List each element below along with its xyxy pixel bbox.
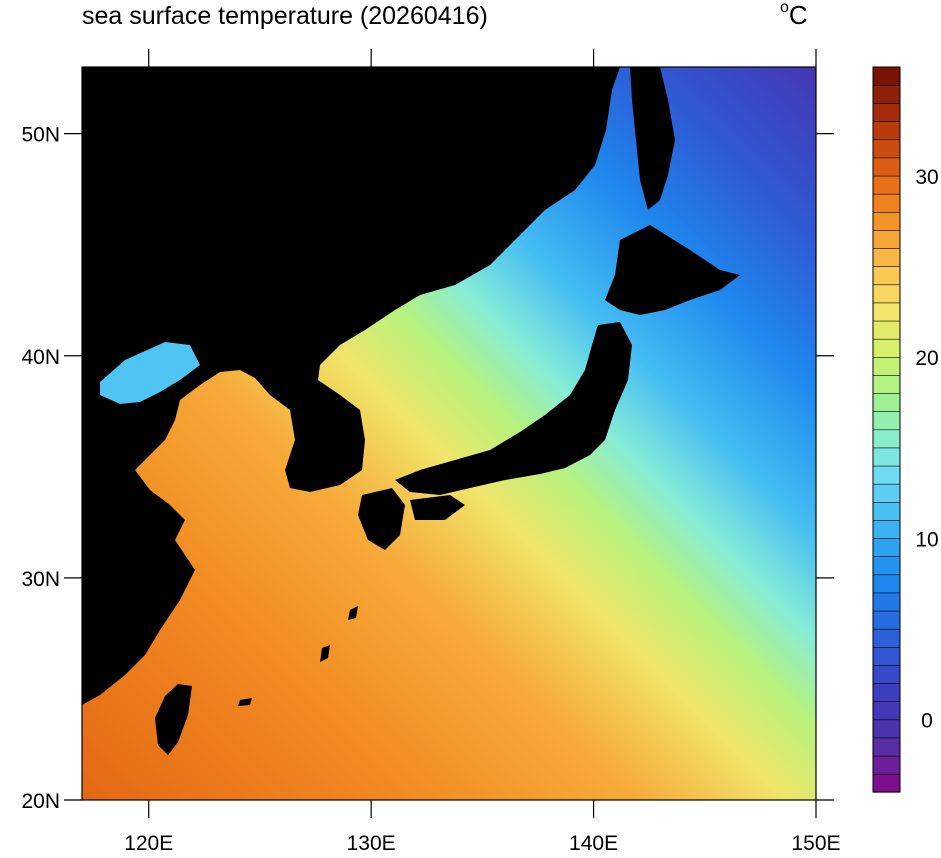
units-text: C <box>788 0 808 30</box>
colorbar-box <box>872 320 901 340</box>
colorbar: 0 10 20 30 <box>872 66 939 793</box>
lon-tick-label: 130E <box>347 832 396 855</box>
colorbar-box <box>872 628 901 648</box>
colorbar-box <box>872 574 901 594</box>
lon-tick-label: 150E <box>791 832 840 855</box>
colorbar-box <box>872 121 901 141</box>
colorbar-box <box>872 356 901 376</box>
longitude-axis: 120E 130E 140E 150E <box>124 49 841 855</box>
colorbar-box <box>872 701 901 721</box>
colorbar-box <box>872 247 901 267</box>
colorbar-box <box>872 501 901 521</box>
colorbar-box <box>872 610 901 630</box>
colorbar-box <box>872 102 901 122</box>
lon-tick-label: 120E <box>124 832 173 855</box>
colorbar-box <box>872 682 901 702</box>
colorbar-box <box>872 66 901 86</box>
land-sakhalin <box>630 67 675 210</box>
colorbar-label: 10 <box>915 528 938 551</box>
colorbar-box <box>872 302 901 322</box>
colorbar-box <box>872 755 901 775</box>
colorbar-box <box>872 284 901 304</box>
lat-tick-label: 20N <box>21 790 60 813</box>
colorbar-box <box>872 157 901 177</box>
land-kyushu <box>358 488 405 550</box>
colorbar-box <box>872 519 901 539</box>
colorbar-box <box>872 374 901 394</box>
map-title: sea surface temperature (20260416) <box>82 2 488 30</box>
degree-symbol: o <box>780 0 789 17</box>
colorbar-box <box>872 175 901 195</box>
lat-tick-label: 30N <box>21 568 60 591</box>
colorbar-box <box>872 737 901 757</box>
colorbar-box <box>872 411 901 431</box>
colorbar-box <box>872 556 901 576</box>
colorbar-box <box>872 447 901 467</box>
lat-tick-label: 50N <box>21 124 60 147</box>
latitude-axis: 20N 30N 40N 50N <box>21 124 834 813</box>
land-honshu <box>395 322 632 495</box>
colorbar-box <box>872 537 901 557</box>
land-shikoku <box>410 495 465 520</box>
colorbar-box <box>872 211 901 231</box>
land-taiwan <box>155 684 192 755</box>
colorbar-box <box>872 139 901 159</box>
lat-tick-label: 40N <box>21 346 60 369</box>
colorbar-label: 0 <box>921 710 933 733</box>
colorbar-frame <box>872 66 901 793</box>
colorbar-box <box>872 429 901 449</box>
land-asia <box>82 67 620 705</box>
map-field <box>82 67 816 800</box>
colorbar-box <box>872 266 901 286</box>
colorbar-box <box>872 592 901 612</box>
colorbar-box <box>872 646 901 666</box>
lon-tick-label: 140E <box>569 832 618 855</box>
colorbar-box <box>872 465 901 485</box>
map-frame <box>81 66 817 801</box>
colorbar-label: 20 <box>915 347 938 370</box>
colorbar-label: 30 <box>915 166 938 189</box>
colorbar-box <box>872 483 901 503</box>
colorbar-box <box>872 193 901 213</box>
colorbar-box <box>872 84 901 104</box>
units-label: oC <box>780 0 808 31</box>
colorbar-box <box>872 773 901 793</box>
colorbar-box <box>872 719 901 739</box>
colorbar-box <box>872 664 901 684</box>
colorbar-box <box>872 392 901 412</box>
sea-bohai <box>100 342 200 404</box>
land-hokkaido <box>605 225 740 315</box>
colorbar-box <box>872 229 901 249</box>
colorbar-box <box>872 338 901 358</box>
